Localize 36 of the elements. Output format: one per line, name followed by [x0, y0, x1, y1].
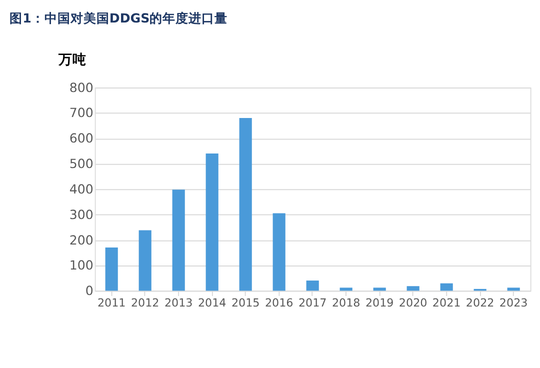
y-tick-label: 500	[69, 156, 94, 172]
x-tick-label: 2012	[130, 296, 160, 310]
bar	[373, 288, 386, 291]
y-axis-title: 万吨	[58, 52, 87, 68]
y-tick-label: 0	[85, 283, 94, 298]
bar	[507, 288, 520, 291]
bar	[406, 286, 420, 291]
y-tick-label: 600	[69, 130, 94, 146]
x-tick-label: 2019	[365, 296, 394, 310]
bar	[138, 230, 152, 291]
y-tick-label: 400	[69, 181, 94, 196]
chart-title: 图1：中国对美国DDGS的年度进口量	[10, 10, 228, 26]
y-tick-label: 700	[69, 105, 94, 120]
y-tick-label: 800	[69, 80, 94, 95]
x-tick-label: 2017	[298, 296, 327, 310]
x-tick-label: 2015	[231, 296, 260, 310]
bar	[340, 288, 352, 291]
x-tick-label: 2011	[97, 296, 126, 310]
x-tick-label: 2021	[432, 296, 461, 310]
bar	[105, 248, 118, 291]
bar	[172, 190, 185, 291]
y-tick-label: 100	[69, 258, 94, 273]
y-tick-label: 200	[69, 232, 94, 248]
y-tick-label: 300	[69, 206, 94, 222]
x-tick-label: 2023	[499, 296, 528, 310]
x-tick-label: 2016	[264, 296, 294, 310]
x-tick-label: 2014	[198, 296, 226, 310]
x-tick-label: 2020	[398, 296, 428, 310]
bar	[306, 280, 319, 291]
x-tick-label: 2013	[164, 296, 193, 310]
x-tick-label: 2022	[466, 296, 494, 310]
bar	[272, 213, 286, 291]
bar	[440, 283, 453, 291]
bar	[239, 118, 252, 291]
bar	[206, 154, 218, 291]
x-tick-label: 2018	[332, 296, 360, 310]
